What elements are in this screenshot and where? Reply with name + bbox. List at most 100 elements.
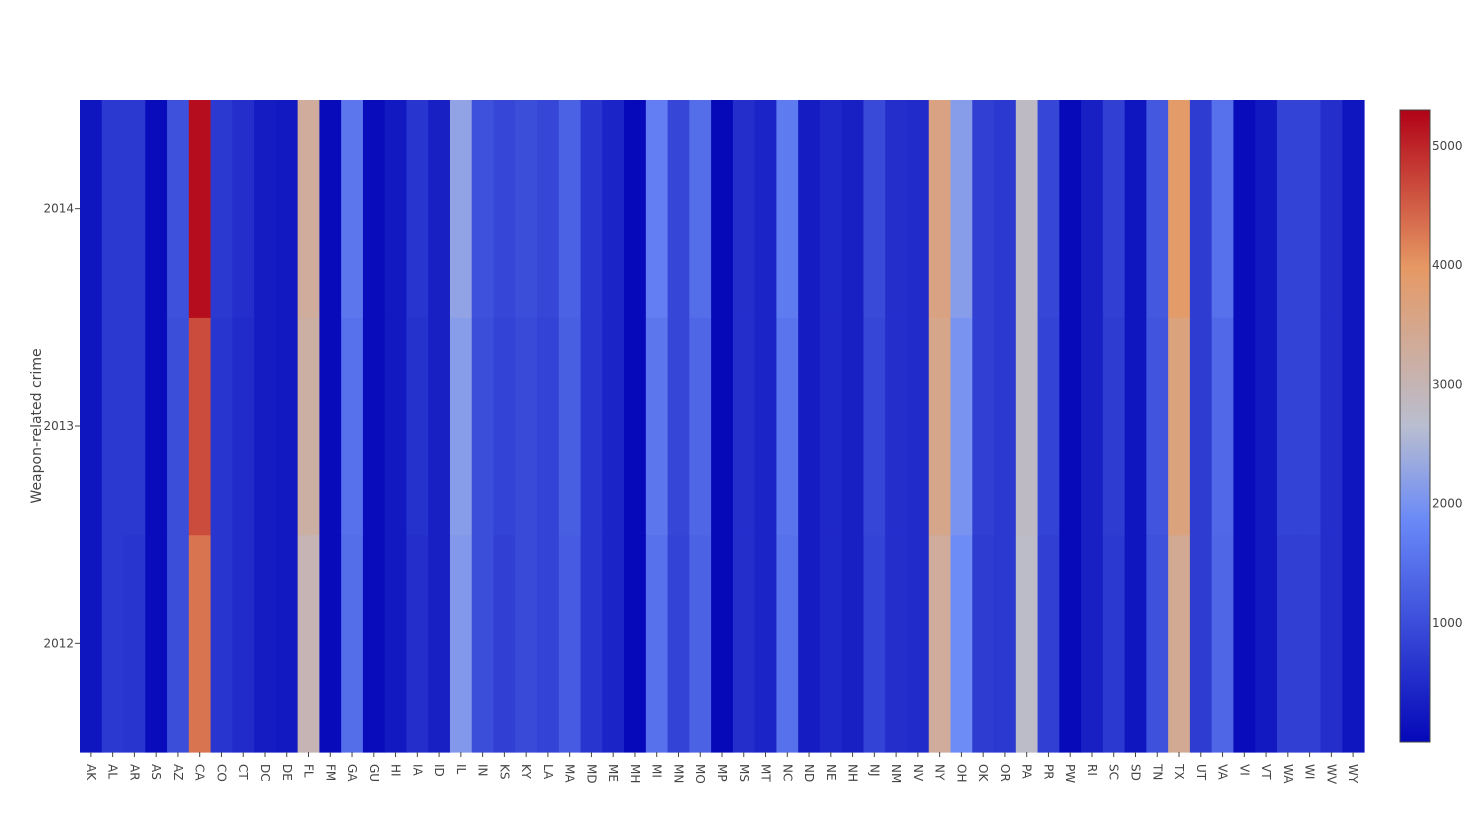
heatmap-cell-ut-2014[interactable] <box>1189 100 1213 318</box>
heatmap-cell-ms-2012[interactable] <box>732 534 756 753</box>
heatmap-cell-dc-2014[interactable] <box>254 100 277 318</box>
heatmap-cell-wv-2014[interactable] <box>1320 100 1343 318</box>
heatmap-cell-fl-2012[interactable] <box>297 534 320 753</box>
heatmap-cell-pr-2014[interactable] <box>1037 100 1060 318</box>
heatmap-cell-nj-2014[interactable] <box>863 100 886 318</box>
heatmap-cell-mo-2014[interactable] <box>689 100 712 318</box>
heatmap-cell-mh-2014[interactable] <box>624 100 647 318</box>
heatmap-cell-fm-2012[interactable] <box>319 534 342 753</box>
heatmap-cell-pw-2014[interactable] <box>1059 100 1082 318</box>
heatmap-cell-vi-2012[interactable] <box>1233 534 1256 753</box>
heatmap-cell-tx-2013[interactable] <box>1168 317 1191 536</box>
heatmap-cell-ne-2013[interactable] <box>819 317 843 536</box>
heatmap-cell-as-2014[interactable] <box>145 100 168 318</box>
heatmap-cell-ma-2012[interactable] <box>558 534 582 753</box>
heatmap-cell-ar-2013[interactable] <box>123 317 146 536</box>
heatmap-cell-wa-2014[interactable] <box>1276 100 1300 318</box>
heatmap-cell-vt-2013[interactable] <box>1255 317 1278 536</box>
heatmap-cell-co-2014[interactable] <box>210 100 233 318</box>
heatmap-cell-in-2012[interactable] <box>471 534 495 753</box>
heatmap-cell-mp-2012[interactable] <box>711 534 734 753</box>
heatmap-cell-dc-2012[interactable] <box>254 534 277 753</box>
heatmap-cell-fm-2013[interactable] <box>319 317 342 536</box>
heatmap-cell-wy-2013[interactable] <box>1342 317 1365 536</box>
heatmap-cell-mn-2013[interactable] <box>667 317 690 536</box>
heatmap-cell-mh-2012[interactable] <box>624 534 647 753</box>
heatmap-cell-pw-2012[interactable] <box>1059 534 1082 753</box>
heatmap-cell-wv-2013[interactable] <box>1320 317 1343 536</box>
heatmap-cell-ny-2012[interactable] <box>928 534 952 753</box>
heatmap-cell-mo-2012[interactable] <box>689 534 712 753</box>
heatmap-cell-ne-2012[interactable] <box>819 534 843 753</box>
heatmap-cell-sc-2014[interactable] <box>1102 100 1126 318</box>
heatmap-cell-vt-2012[interactable] <box>1255 534 1278 753</box>
heatmap-cell-nv-2012[interactable] <box>906 534 930 753</box>
heatmap-cell-mp-2014[interactable] <box>711 100 734 318</box>
heatmap-cell-ia-2014[interactable] <box>406 100 429 318</box>
heatmap-cell-co-2013[interactable] <box>210 317 233 536</box>
heatmap-cell-ia-2012[interactable] <box>406 534 429 753</box>
heatmap-cell-fm-2014[interactable] <box>319 100 342 318</box>
heatmap-cell-ia-2013[interactable] <box>406 317 429 536</box>
heatmap-cell-ny-2014[interactable] <box>928 100 952 318</box>
heatmap-cell-ct-2014[interactable] <box>232 100 255 318</box>
heatmap-cell-id-2014[interactable] <box>428 100 451 318</box>
heatmap-cell-mp-2013[interactable] <box>711 317 734 536</box>
heatmap-cell-in-2014[interactable] <box>471 100 495 318</box>
heatmap-cell-wy-2014[interactable] <box>1342 100 1365 318</box>
heatmap-cell-tn-2014[interactable] <box>1146 100 1169 318</box>
heatmap-cell-mt-2014[interactable] <box>754 100 777 318</box>
heatmap-cell-va-2012[interactable] <box>1211 534 1235 753</box>
heatmap-cell-id-2012[interactable] <box>428 534 451 753</box>
heatmap-cell-wv-2012[interactable] <box>1320 534 1343 753</box>
heatmap-cell-il-2014[interactable] <box>449 100 473 318</box>
heatmap-cell-nc-2013[interactable] <box>776 317 799 536</box>
heatmap-cell-gu-2014[interactable] <box>362 100 386 318</box>
heatmap-cell-or-2012[interactable] <box>994 534 1017 753</box>
heatmap-cell-nm-2013[interactable] <box>885 317 908 536</box>
heatmap-cell-ky-2012[interactable] <box>515 534 538 753</box>
heatmap-cell-sd-2013[interactable] <box>1124 317 1147 536</box>
heatmap-cell-la-2014[interactable] <box>537 100 560 318</box>
heatmap-cell-de-2014[interactable] <box>275 100 299 318</box>
heatmap-cell-il-2013[interactable] <box>449 317 473 536</box>
heatmap-cell-pr-2012[interactable] <box>1037 534 1060 753</box>
heatmap-cell-pr-2013[interactable] <box>1037 317 1060 536</box>
heatmap-cell-oh-2013[interactable] <box>950 317 973 536</box>
heatmap-cell-de-2012[interactable] <box>275 534 299 753</box>
heatmap-cell-wy-2012[interactable] <box>1342 534 1365 753</box>
heatmap-cell-mn-2014[interactable] <box>667 100 690 318</box>
heatmap-cell-nc-2012[interactable] <box>776 534 799 753</box>
heatmap-cell-ky-2013[interactable] <box>515 317 538 536</box>
heatmap-cell-oh-2012[interactable] <box>950 534 973 753</box>
heatmap-cell-sc-2013[interactable] <box>1102 317 1126 536</box>
heatmap-cell-sc-2012[interactable] <box>1102 534 1126 753</box>
heatmap-cell-mt-2012[interactable] <box>754 534 777 753</box>
heatmap-cell-nc-2014[interactable] <box>776 100 799 318</box>
heatmap-cell-wa-2012[interactable] <box>1276 534 1300 753</box>
heatmap-cell-ma-2014[interactable] <box>558 100 582 318</box>
heatmap-cell-pa-2013[interactable] <box>1015 317 1039 536</box>
heatmap-cell-hi-2012[interactable] <box>384 534 408 753</box>
heatmap-cell-md-2012[interactable] <box>580 534 603 753</box>
heatmap-cell-nm-2012[interactable] <box>885 534 908 753</box>
heatmap-cell-ar-2014[interactable] <box>123 100 146 318</box>
heatmap-cell-id-2013[interactable] <box>428 317 451 536</box>
heatmap-cell-va-2014[interactable] <box>1211 100 1235 318</box>
heatmap-cell-la-2012[interactable] <box>537 534 560 753</box>
heatmap-cell-ky-2014[interactable] <box>515 100 538 318</box>
heatmap-cell-md-2014[interactable] <box>580 100 603 318</box>
heatmap-cell-nh-2012[interactable] <box>841 534 865 753</box>
heatmap-cell-ri-2012[interactable] <box>1081 534 1104 753</box>
heatmap-cell-al-2013[interactable] <box>101 317 125 536</box>
heatmap-cell-tn-2012[interactable] <box>1146 534 1169 753</box>
heatmap-cell-tn-2013[interactable] <box>1146 317 1169 536</box>
heatmap-cell-oh-2014[interactable] <box>950 100 973 318</box>
heatmap-cell-al-2012[interactable] <box>101 534 125 753</box>
heatmap-cell-az-2012[interactable] <box>167 534 190 753</box>
heatmap-cell-ct-2012[interactable] <box>232 534 255 753</box>
heatmap-cell-de-2013[interactable] <box>275 317 299 536</box>
heatmap-cell-gu-2012[interactable] <box>362 534 386 753</box>
heatmap-cell-ny-2013[interactable] <box>928 317 952 536</box>
heatmap-cell-ca-2013[interactable] <box>188 317 212 536</box>
